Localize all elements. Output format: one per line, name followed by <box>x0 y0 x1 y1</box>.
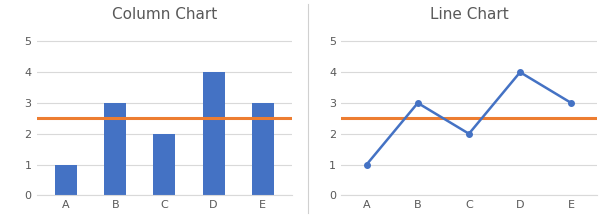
Title: Column Chart: Column Chart <box>112 7 217 22</box>
Title: Line Chart: Line Chart <box>429 7 509 22</box>
Bar <box>203 72 225 195</box>
Bar <box>252 103 274 195</box>
Bar <box>104 103 126 195</box>
Bar <box>153 134 175 195</box>
Bar <box>55 164 77 195</box>
